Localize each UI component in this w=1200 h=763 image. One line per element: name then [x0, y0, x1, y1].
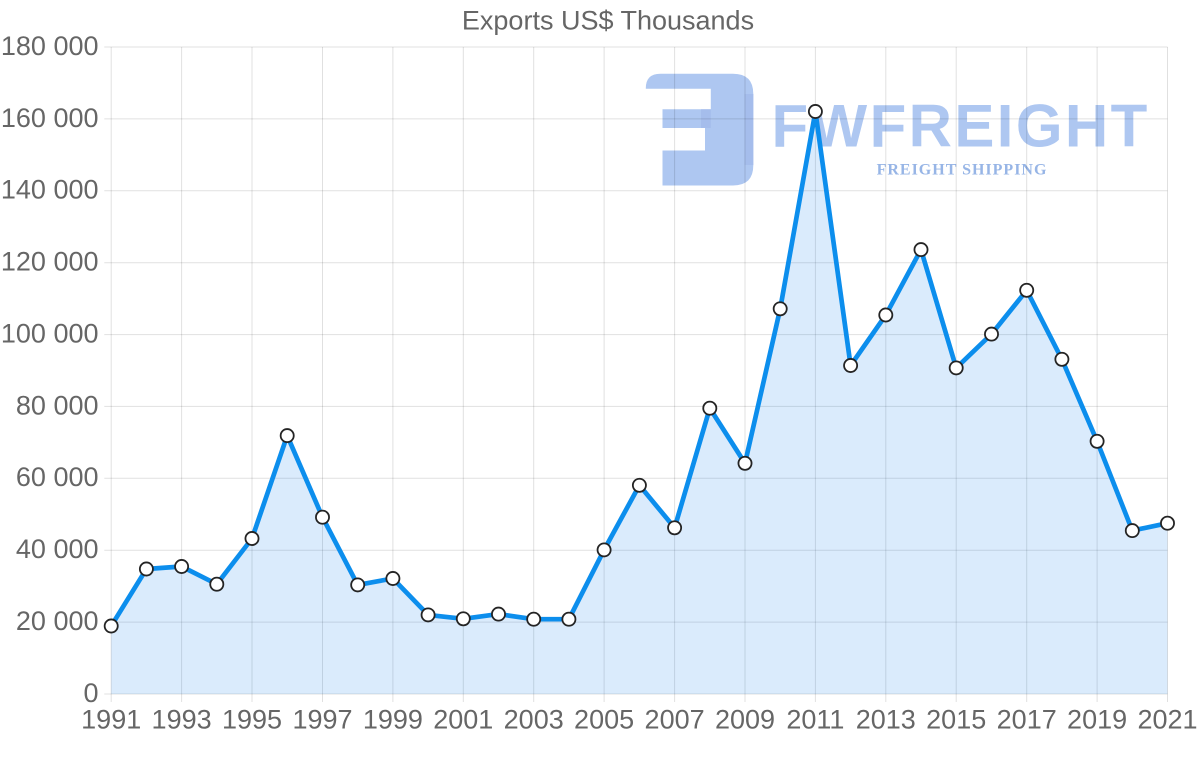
svg-text:2017: 2017 — [997, 705, 1057, 735]
svg-text:2019: 2019 — [1067, 705, 1127, 735]
svg-text:2013: 2013 — [856, 705, 916, 735]
svg-text:2011: 2011 — [786, 705, 844, 735]
svg-text:120 000: 120 000 — [1, 247, 99, 277]
svg-text:80 000: 80 000 — [16, 390, 99, 420]
svg-text:0: 0 — [83, 678, 98, 708]
svg-text:Exports US$ Thousands: Exports US$ Thousands — [462, 6, 754, 36]
svg-text:180 000: 180 000 — [1, 31, 99, 61]
svg-text:100 000: 100 000 — [1, 319, 99, 349]
svg-text:2015: 2015 — [926, 705, 986, 735]
svg-text:2007: 2007 — [645, 705, 705, 735]
svg-text:2021: 2021 — [1137, 705, 1197, 735]
svg-text:1991: 1991 — [81, 705, 141, 735]
svg-text:FWFREIGHT: FWFREIGHT — [772, 93, 1150, 160]
svg-text:1993: 1993 — [152, 705, 212, 735]
svg-text:2005: 2005 — [574, 705, 634, 735]
svg-text:1995: 1995 — [222, 705, 282, 735]
svg-text:FREIGHT SHIPPING: FREIGHT SHIPPING — [877, 161, 1048, 178]
svg-text:1999: 1999 — [363, 705, 423, 735]
svg-text:160 000: 160 000 — [1, 103, 99, 133]
svg-text:60 000: 60 000 — [16, 462, 99, 492]
svg-text:140 000: 140 000 — [1, 175, 99, 205]
svg-text:1997: 1997 — [292, 705, 352, 735]
svg-text:2009: 2009 — [715, 705, 775, 735]
svg-text:20 000: 20 000 — [16, 606, 99, 636]
svg-text:2001: 2001 — [433, 705, 493, 735]
svg-text:2003: 2003 — [504, 705, 564, 735]
svg-text:40 000: 40 000 — [16, 534, 99, 564]
